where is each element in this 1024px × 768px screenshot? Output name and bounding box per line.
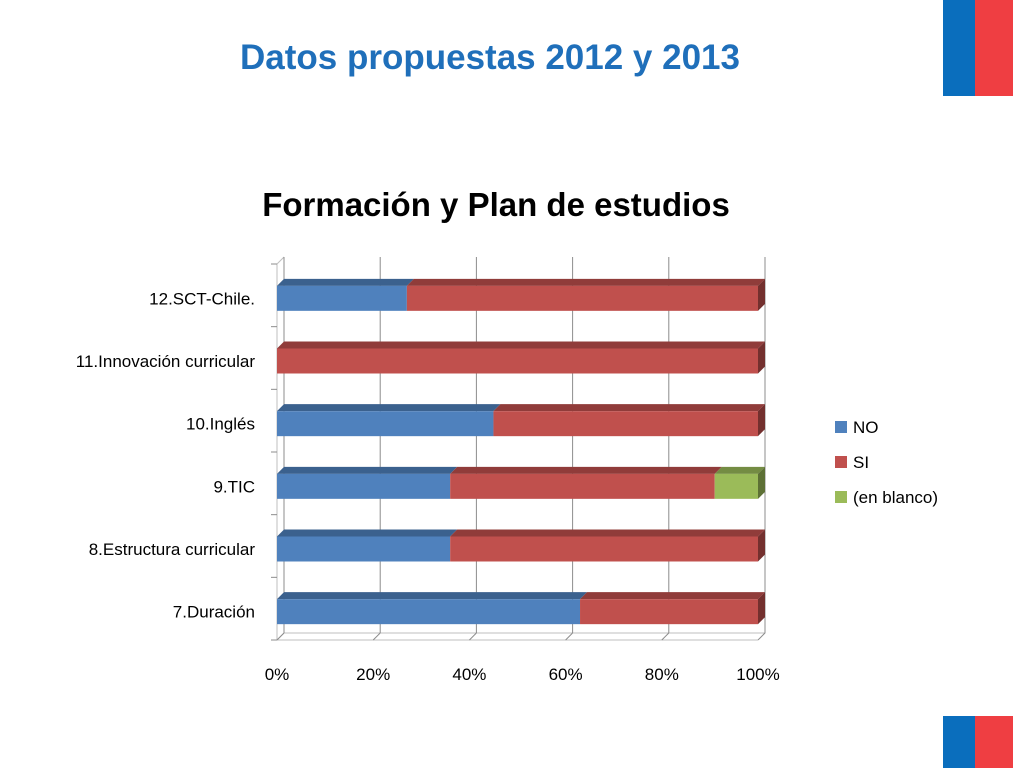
wall-top-edge <box>276 256 285 265</box>
x-tick-label: 100% <box>736 665 779 684</box>
bar-front-face <box>406 285 758 311</box>
bars <box>277 278 765 625</box>
bar-front-face <box>277 473 451 499</box>
category-label: 8.Estructura curricular <box>89 540 256 559</box>
floor-gridline <box>469 632 477 641</box>
bar-top-face <box>450 466 722 474</box>
bar-top-face <box>277 278 414 286</box>
bar-top-face <box>277 404 501 412</box>
slide-title: Datos propuestas 2012 y 2013 <box>240 38 740 77</box>
bar-segment <box>277 278 414 311</box>
floor-gridline <box>372 632 381 641</box>
bar-segment <box>277 466 458 499</box>
category-label: 7.Duración <box>173 603 255 622</box>
bar-side-face <box>758 278 765 311</box>
bar-segment <box>277 341 765 374</box>
bar-side-face <box>758 466 765 499</box>
bar-side-face <box>758 592 765 625</box>
bar-front-face <box>277 599 581 625</box>
legend-swatch <box>835 491 847 503</box>
bar-top-face <box>580 592 765 600</box>
flag-blue-stripe <box>943 716 975 768</box>
flag-blue-stripe <box>943 0 975 96</box>
legend-label: SI <box>853 453 869 472</box>
bar-front-face <box>580 599 758 625</box>
category-label: 11.Innovación curricular <box>76 352 256 371</box>
floor-gridline <box>661 632 670 641</box>
legend: NO SI (en blanco) <box>835 418 938 507</box>
y-axis-labels: 12.SCT-Chile. 11.Innovación curricular 10.… <box>76 289 256 621</box>
bar-top-face <box>277 466 458 474</box>
x-tick-label: 40% <box>452 665 486 684</box>
bar-top-face <box>714 466 765 474</box>
flag-logo-bottom <box>943 716 1013 768</box>
bar-top-face <box>493 404 765 412</box>
floor-gridline <box>565 632 573 641</box>
flag-logo-top <box>943 0 1013 96</box>
bar-side-face <box>758 341 765 374</box>
x-tick-label: 20% <box>356 665 390 684</box>
bar-front-face <box>450 536 758 562</box>
legend-swatch <box>835 456 847 468</box>
x-axis-ticks: 0% 20% 40% 60% 80% 100% <box>265 665 780 684</box>
bar-top-face <box>277 592 588 600</box>
legend-label: NO <box>853 418 879 437</box>
x-tick-label: 0% <box>265 665 290 684</box>
category-label: 12.SCT-Chile. <box>149 289 255 308</box>
back-wall <box>283 257 766 634</box>
floor-gridline <box>276 632 285 641</box>
bar-top-face <box>450 529 765 537</box>
bar-front-face <box>277 536 451 562</box>
gridlines <box>276 257 766 641</box>
legend-swatch <box>835 421 847 433</box>
bar-segment <box>277 529 458 562</box>
bar-segment <box>450 466 722 499</box>
bar-front-face <box>450 473 715 499</box>
bar-front-face <box>277 348 758 374</box>
bar-side-face <box>758 529 765 562</box>
bar-front-face <box>714 473 758 499</box>
x-tick-label: 60% <box>549 665 583 684</box>
bar-segment <box>580 592 765 625</box>
bar-segment <box>406 278 765 311</box>
bar-segment <box>277 592 588 625</box>
bar-segment <box>493 404 765 437</box>
chart-title: Formación y Plan de estudios <box>262 186 730 223</box>
category-label: 9.TIC <box>213 477 255 496</box>
flag-red-stripe <box>975 716 1013 768</box>
bar-front-face <box>493 411 758 437</box>
bar-segment <box>714 466 765 499</box>
legend-label: (en blanco) <box>853 488 938 507</box>
x-tick-label: 80% <box>645 665 679 684</box>
flag-red-stripe <box>975 0 1013 96</box>
bar-top-face <box>277 341 765 349</box>
floor-gridline <box>757 632 766 641</box>
bar-front-face <box>277 411 494 437</box>
bar-top-face <box>406 278 765 286</box>
bar-segment <box>277 404 501 437</box>
bar-front-face <box>277 285 407 311</box>
category-label: 10.Inglés <box>186 415 255 434</box>
bar-segment <box>450 529 765 562</box>
bar-side-face <box>758 404 765 437</box>
bar-top-face <box>277 529 458 537</box>
chart-walls <box>271 256 766 641</box>
